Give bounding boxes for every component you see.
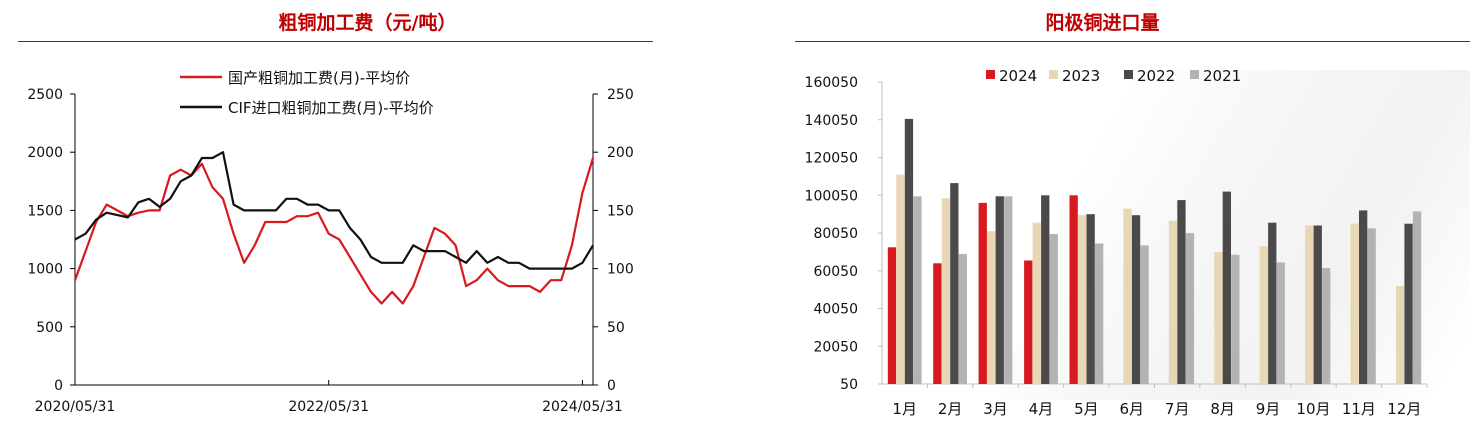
bar-2022-3 <box>995 196 1004 384</box>
cif-tc-line <box>74 151 594 270</box>
bar-x-tick-label: 6月 <box>1120 400 1145 418</box>
bar-legend-label-2024: 2024 <box>999 67 1037 85</box>
bar-2023-9 <box>1259 246 1268 384</box>
bar-2022-9 <box>1268 222 1277 384</box>
y-right-tick-label: 50 <box>607 320 625 336</box>
bar-2021-8 <box>1231 254 1240 384</box>
domestic-tc-line <box>73 157 595 305</box>
tc-fee-title: 粗铜加工费（元/吨） <box>278 12 457 34</box>
bar-2023-3 <box>987 231 996 384</box>
bar-2022-12 <box>1404 223 1413 384</box>
bar-2023-4 <box>1032 222 1041 384</box>
bar-2022-10 <box>1313 225 1322 384</box>
bar-x-tick-label: 7月 <box>1165 400 1190 418</box>
tc-fee-panel: 粗铜加工费（元/吨） 0 500 1000 1500 2000 2500 0 50 100 150… <box>18 12 653 415</box>
bar-legend-swatch-2024 <box>986 70 995 79</box>
bar-2022-1 <box>904 118 914 385</box>
tc-fee-chart: 0 500 1000 1500 2000 2500 0 50 100 150 200 250 2020/… <box>27 69 634 415</box>
bar-2021-12 <box>1412 211 1422 384</box>
bar-legend-swatch-2023 <box>1049 70 1058 79</box>
bar-2024-4 <box>1024 260 1033 384</box>
bar-2022-6 <box>1131 215 1141 384</box>
bar-legend-swatch-2022 <box>1124 70 1133 79</box>
bar-legend-label-2023: 2023 <box>1062 67 1100 85</box>
bar-2023-2 <box>941 198 950 384</box>
bar-2023-8 <box>1214 252 1223 384</box>
y-right-tick-label: 150 <box>607 203 634 219</box>
anode-import-title: 阳极铜进口量 <box>1045 12 1160 34</box>
bar-legend-label-2022: 2022 <box>1137 67 1175 85</box>
tc-fee-title-rule <box>18 41 653 42</box>
bar-2023-11 <box>1350 223 1359 384</box>
bar-2023-6 <box>1123 208 1132 384</box>
bar-y-tick-label: 140050 <box>805 113 858 129</box>
bar-2021-3 <box>1004 196 1013 384</box>
bar-2023-10 <box>1305 225 1314 384</box>
bar-y-tick-label: 100050 <box>805 188 858 204</box>
anode-import-chart: 50 20050 40050 60050 80050 100050 120050 140050… <box>805 67 1428 418</box>
y-right-tick-label: 250 <box>607 87 634 103</box>
bar-2021-6 <box>1140 245 1149 384</box>
bar-2021-4 <box>1049 234 1058 384</box>
y-left-tick-label: 500 <box>36 320 63 336</box>
bar-2022-5 <box>1086 214 1095 384</box>
bar-y-tick-label: 160050 <box>805 75 858 91</box>
y-left-tick-label: 1500 <box>27 203 63 219</box>
bar-x-tick-label: 2月 <box>938 400 963 418</box>
bar-2021-9 <box>1276 262 1285 384</box>
bar-x-tick-label: 12月 <box>1387 400 1421 418</box>
y-left-tick-label: 0 <box>54 378 63 394</box>
bar-x-tick-label: 5月 <box>1074 400 1099 418</box>
bar-legend-swatch-2021 <box>1190 70 1199 79</box>
bar-legend-label-2021: 2021 <box>1203 67 1241 85</box>
anode-import-panel: 阳极铜进口量 <box>735 0 1470 441</box>
bar-y-tick-label: 40050 <box>813 302 858 318</box>
bar-2021-2 <box>958 253 967 384</box>
y-left-tick-label: 1000 <box>27 262 63 278</box>
bar-2023-7 <box>1168 220 1178 384</box>
y-right-tick-label: 0 <box>607 378 616 394</box>
bar-2023-12 <box>1395 285 1405 384</box>
bar-2023-5 <box>1078 215 1087 384</box>
bar-2021-5 <box>1095 243 1104 384</box>
bar-2023-1 <box>896 174 905 384</box>
y-left-tick-label: 2000 <box>27 145 63 161</box>
y-right-tick-label: 200 <box>607 145 634 161</box>
bar-2021-10 <box>1322 268 1331 384</box>
bar-x-tick-label: 11月 <box>1342 400 1376 418</box>
bar-x-tick-label: 8月 <box>1210 400 1235 418</box>
y-right-tick-label: 100 <box>607 262 634 278</box>
bar-x-tick-label: 10月 <box>1296 400 1330 418</box>
bar-2022-8 <box>1222 191 1231 384</box>
x-tick-label: 2020/05/31 <box>35 399 116 415</box>
bar-y-tick-label: 50 <box>840 377 858 393</box>
bar-2022-11 <box>1359 210 1368 384</box>
bar-y-tick-label: 20050 <box>813 339 858 355</box>
bar-2021-7 <box>1185 233 1195 384</box>
bar-2024-5 <box>1069 195 1078 384</box>
bar-x-tick-label: 4月 <box>1029 400 1054 418</box>
x-tick-label: 2024/05/31 <box>542 399 623 415</box>
anode-import-title-rule <box>795 41 1470 42</box>
y-left-tick-label: 2500 <box>27 87 63 103</box>
legend-label-domestic: 国产粗铜加工费(月)-平均价 <box>228 69 410 87</box>
bar-y-tick-label: 120050 <box>805 151 858 167</box>
bar-2021-1 <box>913 196 922 384</box>
bar-2024-2 <box>933 263 942 384</box>
bar-x-tick-label: 9月 <box>1256 400 1281 418</box>
bar-y-tick-label: 60050 <box>813 264 858 280</box>
bar-x-tick-label: 3月 <box>983 400 1008 418</box>
bar-y-tick-label: 80050 <box>813 226 858 242</box>
bar-x-tick-label: 1月 <box>892 400 917 418</box>
x-tick-label: 2022/05/31 <box>288 399 369 415</box>
bar-2022-7 <box>1177 200 1186 384</box>
bar-2024-1 <box>887 247 897 384</box>
bar-2022-4 <box>1041 195 1050 384</box>
bar-2021-11 <box>1367 228 1376 384</box>
bar-2024-3 <box>978 202 987 384</box>
bar-2022-2 <box>950 183 959 384</box>
legend-label-cif: CIF进口粗铜加工费(月)-平均价 <box>228 99 434 117</box>
